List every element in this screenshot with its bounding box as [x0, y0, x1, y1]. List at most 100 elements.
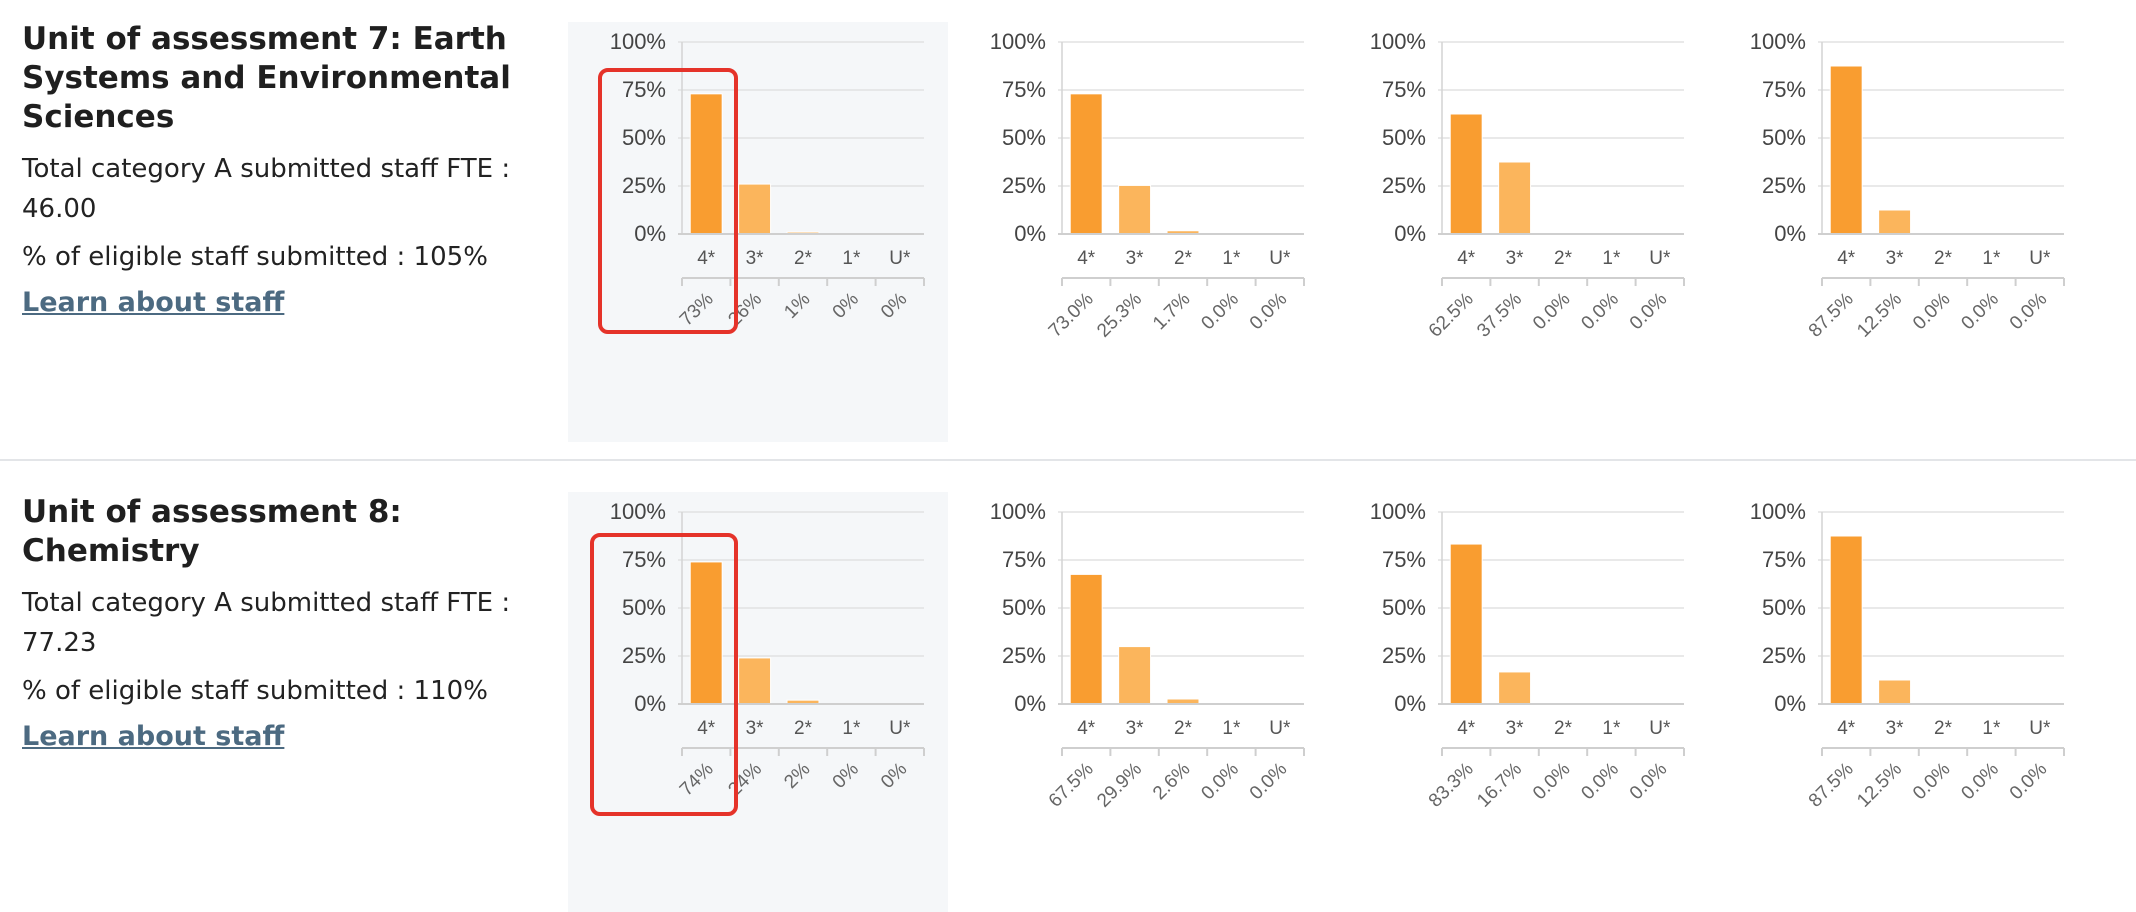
highlight-box [590, 533, 738, 816]
x-category-label: 2* [1174, 248, 1193, 269]
y-tick-label: 75% [1762, 547, 1806, 572]
y-tick-label: 75% [622, 77, 666, 102]
value-label: 0.0% [1529, 759, 1575, 805]
value-label: 0.0% [1909, 759, 1955, 805]
y-tick-label: 25% [622, 173, 666, 198]
value-label: 83.3% [1425, 759, 1478, 812]
y-tick-label: 100% [610, 29, 666, 54]
y-tick-label: 0% [634, 691, 666, 716]
value-label: 0.0% [2006, 289, 2052, 335]
y-tick-label: 75% [1762, 77, 1806, 102]
value-label: 0.0% [1246, 759, 1292, 805]
x-category-label: 3* [1126, 248, 1145, 269]
x-category-label: U* [1269, 718, 1291, 739]
value-label: 0.0% [1577, 759, 1623, 805]
x-category-label: 4* [1457, 248, 1476, 269]
highlight-box [598, 68, 738, 334]
bar-chart: 100%75%50%25%0%4*74%3*24%2*2%1*0%U*0% [610, 499, 925, 800]
x-category-label: 1* [842, 718, 861, 739]
x-category-label: 3* [1126, 718, 1145, 739]
y-tick-label: 25% [1762, 173, 1806, 198]
y-tick-label: 75% [1382, 77, 1426, 102]
unit-of-assessment-8: Unit of assessment 8: Chemistry Total ca… [0, 461, 2136, 912]
bar-chart: 100%75%50%25%0%4*73%3*26%2*1%1*0%U*0% [610, 29, 925, 330]
y-tick-label: 50% [1762, 595, 1806, 620]
value-label: 0% [829, 289, 863, 323]
unit-title: Unit of assessment 7: Earth Systems and … [22, 21, 511, 135]
value-label: 87.5% [1805, 289, 1858, 342]
value-label: 1% [780, 289, 814, 323]
x-category-label: 4* [1837, 248, 1856, 269]
value-label: 12.5% [1853, 759, 1906, 812]
y-tick-label: 0% [634, 221, 666, 246]
y-tick-label: 25% [1382, 173, 1426, 198]
value-label: 73.0% [1045, 289, 1098, 342]
y-tick-label: 50% [622, 595, 666, 620]
profile-chart-overall: 100% 75% 50% 25% 0% 4* 74% 3* 24% 2* 2% 1* 0% U* 0% [568, 492, 948, 912]
profile-chart-impact: 100% 75% 50% 25% 0% 4* 62.5% 3* 37.5% 2* 0.0% 1* 0.0… [1328, 22, 1708, 442]
learn-about-staff-link[interactable]: Learn about staff [22, 721, 285, 752]
y-tick-label: 100% [990, 29, 1046, 54]
value-label: 0.0% [1626, 759, 1672, 805]
bar-chart: 100%75%50%25%0%4*67.5%3*29.9%2*2.6%1*0.0… [990, 499, 1305, 812]
y-tick-label: 0% [1014, 691, 1046, 716]
x-category-label: 3* [1506, 718, 1525, 739]
bar-3star [1118, 184, 1152, 235]
value-label: 0.0% [1529, 289, 1575, 335]
bar-chart: 100%75%50%25%0%4*83.3%3*16.7%2*0.0%1*0.0… [1370, 499, 1685, 812]
value-label: 0.0% [1197, 759, 1243, 805]
x-category-label: 2* [1934, 248, 1953, 269]
x-category-label: U* [1269, 248, 1291, 269]
y-tick-label: 50% [622, 125, 666, 150]
value-label: 0.0% [1957, 759, 2003, 805]
y-tick-label: 0% [1014, 221, 1046, 246]
y-tick-label: 50% [1762, 125, 1806, 150]
value-label: 0.0% [1577, 289, 1623, 335]
y-tick-label: 100% [610, 499, 666, 524]
bar-4star [1829, 65, 1863, 235]
x-category-label: 4* [1077, 248, 1096, 269]
bar-3star [1878, 209, 1912, 235]
profile-chart-environment: 100% 75% 50% 25% 0% 4* 87.5% 3* 12.5% 2* 0.0% 1* 0.0… [1708, 492, 2088, 912]
value-label: 0.0% [2006, 759, 2052, 805]
y-tick-label: 0% [1394, 691, 1426, 716]
x-category-label: 2* [1554, 718, 1573, 739]
unit-info: Unit of assessment 7: Earth Systems and … [22, 20, 562, 318]
bar-3star [1498, 671, 1532, 705]
value-label: 25.3% [1093, 289, 1146, 342]
x-category-label: U* [1649, 718, 1671, 739]
y-tick-label: 75% [1002, 77, 1046, 102]
x-category-label: 2* [794, 248, 813, 269]
value-label: 0.0% [1246, 289, 1292, 335]
x-category-label: 3* [1506, 248, 1525, 269]
bar-chart: 100%75%50%25%0%4*87.5%3*12.5%2*0.0%1*0.0… [1750, 29, 2065, 342]
unit-of-assessment-7: Unit of assessment 7: Earth Systems and … [22, 20, 2065, 442]
learn-about-staff-link[interactable]: Learn about staff [22, 287, 285, 318]
bar-4star [1449, 543, 1483, 705]
y-tick-label: 25% [1002, 173, 1046, 198]
bar-chart: 100%75%50%25%0%4*73.0%3*25.3%2*1.7%1*0.0… [990, 29, 1305, 342]
value-label: 67.5% [1045, 759, 1098, 812]
section-divider [0, 459, 2136, 461]
x-category-label: 1* [1982, 248, 2001, 269]
x-category-label: 3* [746, 248, 765, 269]
bar-4star [689, 93, 723, 235]
x-category-label: 2* [794, 718, 813, 739]
y-tick-label: 0% [1774, 691, 1806, 716]
x-category-label: 3* [746, 718, 765, 739]
x-category-label: 4* [1077, 718, 1096, 739]
y-tick-label: 75% [622, 547, 666, 572]
value-label: 0% [877, 759, 911, 793]
bar-4star [1069, 573, 1103, 705]
x-category-label: 4* [1457, 718, 1476, 739]
y-tick-label: 50% [1382, 125, 1426, 150]
value-label: 0.0% [1197, 289, 1243, 335]
y-tick-label: 0% [1394, 221, 1426, 246]
value-label: 2% [780, 759, 814, 793]
bar-3star [1878, 679, 1912, 705]
value-label: 29.9% [1093, 759, 1146, 812]
bar-3star [1498, 161, 1532, 235]
y-tick-label: 0% [1774, 221, 1806, 246]
y-tick-label: 100% [990, 499, 1046, 524]
value-label: 0.0% [1626, 289, 1672, 335]
